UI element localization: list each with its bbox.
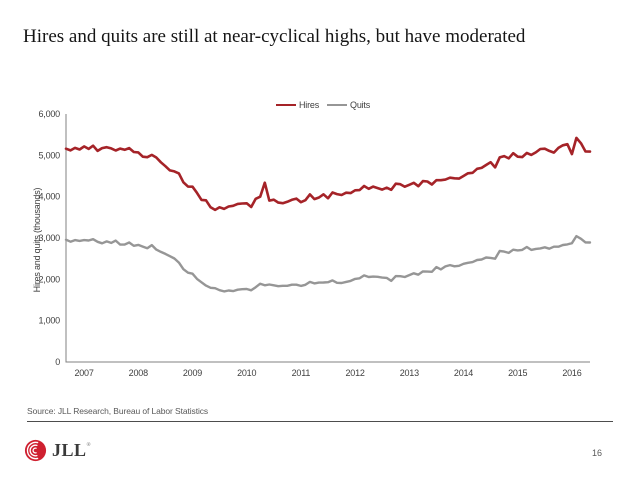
- x-tick-label: 2010: [237, 368, 256, 378]
- y-axis-title: Hires and quits (thousands): [32, 187, 42, 293]
- x-tick-label: 2011: [292, 368, 311, 378]
- y-tick-label: 2,000: [38, 274, 60, 284]
- registered-mark: ®: [86, 442, 92, 448]
- x-tick-label: 2016: [562, 368, 581, 378]
- line-chart-svg: 0 1,000 2,000 3,000 4,000 5,000 6,000 2007 2008 2…: [38, 109, 592, 378]
- x-tick-label: 2009: [183, 368, 202, 378]
- quits-legend-swatch: [327, 103, 348, 107]
- jll-logo: JLL®: [23, 438, 91, 463]
- y-tick-label: 4,000: [38, 192, 60, 202]
- quits-legend-label: Quits: [350, 100, 371, 110]
- chart-area: Hires Quits Hires and quits (thousands) …: [24, 96, 630, 388]
- x-tick-label: 2015: [508, 368, 527, 378]
- jll-logo-text: JLL®: [52, 440, 92, 460]
- legend-item-quits: Quits: [327, 100, 370, 110]
- hires-legend-swatch: [276, 103, 296, 107]
- page-title: Hires and quits are still at near-cyclic…: [23, 26, 526, 47]
- chart-legend: Hires Quits: [276, 100, 370, 110]
- x-tick-label: 2008: [129, 368, 148, 378]
- y-tick-label: 3,000: [38, 233, 60, 243]
- x-tick-label: 2014: [454, 368, 473, 378]
- jll-logo-mark: [24, 439, 47, 462]
- hires-legend-label: Hires: [299, 100, 320, 110]
- hires-series-line: [64, 136, 592, 212]
- y-tick-label: 6,000: [38, 109, 60, 119]
- footer-divider: [27, 421, 613, 422]
- page-number: 16: [591, 448, 602, 458]
- x-tick-label: 2007: [74, 368, 93, 378]
- source-note: Source: JLL Research, Bureau of Labor St…: [27, 406, 209, 416]
- y-tick-label: 0: [55, 357, 60, 367]
- quits-series-line: [64, 234, 592, 293]
- x-tick-label: 2013: [400, 368, 419, 378]
- legend-item-hires: Hires: [276, 100, 319, 110]
- x-tick-label: 2012: [345, 368, 364, 378]
- y-tick-label: 5,000: [38, 150, 60, 160]
- chart-axes: [65, 114, 590, 363]
- y-tick-label: 1,000: [38, 316, 60, 326]
